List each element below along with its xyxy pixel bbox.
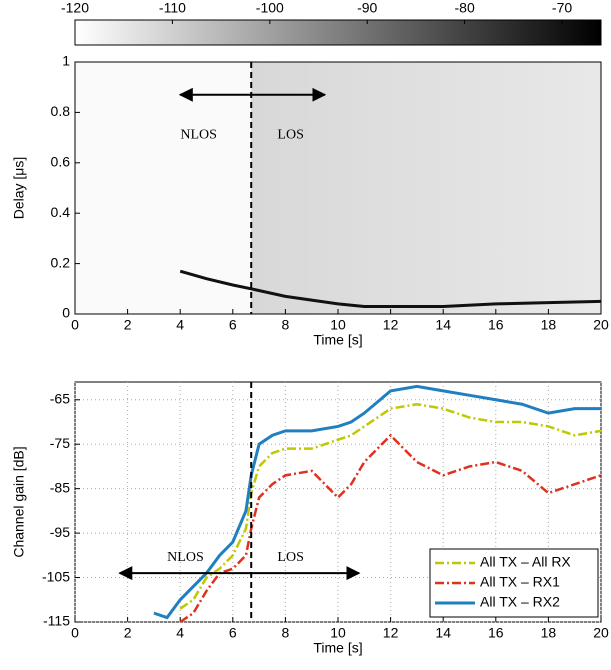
x-tick-label: 10	[330, 625, 346, 641]
x-tick-label: 8	[282, 317, 290, 333]
x-tick-label: 16	[488, 625, 504, 641]
x-tick-label: 18	[541, 317, 557, 333]
data-line	[179, 269, 602, 308]
x-tick-label: 12	[383, 625, 399, 641]
y-tick-label: 0.8	[51, 103, 71, 119]
heatmap-los-region	[251, 62, 601, 314]
y-tick-label: 0	[62, 305, 70, 321]
y-tick-label: 0.6	[51, 154, 71, 170]
colorbar-tick-label: -80	[455, 0, 475, 16]
x-tick-label: 6	[229, 317, 237, 333]
legend-label: All TX – RX2	[480, 594, 560, 610]
x-tick-label: 20	[593, 317, 609, 333]
y-tick-label: -75	[50, 435, 70, 451]
x-tick-label: 4	[176, 625, 184, 641]
data-line	[179, 402, 602, 610]
legend-label: All TX – All RX	[480, 554, 571, 570]
y-tick-label: -95	[50, 524, 70, 540]
annotation: LOS	[277, 127, 303, 142]
y-tick-label: -85	[50, 479, 70, 495]
x-tick-label: 18	[541, 625, 557, 641]
legend-label: All TX – RX1	[480, 574, 560, 590]
y-tick-label: 1	[62, 53, 70, 69]
x-tick-label: 12	[383, 317, 399, 333]
y-axis-label: Channel gain [dB]	[11, 446, 27, 557]
colorbar-tick-label: -110	[159, 0, 186, 16]
x-tick-label: 20	[593, 625, 609, 641]
y-tick-label: 0.2	[51, 254, 71, 270]
x-tick-label: 2	[124, 625, 132, 641]
colorbar	[74, 19, 602, 46]
x-axis-label: Time [s]	[313, 332, 362, 348]
x-axis-label: Time [s]	[313, 640, 362, 656]
colorbar-tick-label: -90	[357, 0, 377, 16]
y-tick-label: -115	[43, 613, 70, 629]
x-tick-label: 16	[488, 317, 504, 333]
x-tick-label: 4	[176, 317, 184, 333]
x-tick-label: 14	[435, 317, 451, 333]
x-tick-label: 6	[229, 625, 237, 641]
colorbar-tick-label: -100	[256, 0, 284, 16]
x-tick-label: 0	[71, 625, 79, 641]
y-axis-label: Delay [μs]	[11, 157, 27, 220]
colorbar-tick-label: -70	[552, 0, 572, 16]
x-tick-label: 8	[282, 625, 290, 641]
y-tick-label: -65	[50, 390, 70, 406]
y-tick-label: -105	[42, 568, 70, 584]
colorbar-tick-label: -120	[61, 0, 89, 16]
annotation: NLOS	[167, 550, 204, 565]
annotation: NLOS	[180, 127, 217, 142]
legend-box	[429, 548, 599, 618]
annotation: LOS	[277, 550, 303, 565]
x-tick-label: 10	[330, 317, 346, 333]
x-tick-label: 0	[71, 317, 79, 333]
x-tick-label: 2	[124, 317, 132, 333]
x-tick-label: 14	[435, 625, 451, 641]
y-tick-label: 0.4	[51, 204, 71, 220]
